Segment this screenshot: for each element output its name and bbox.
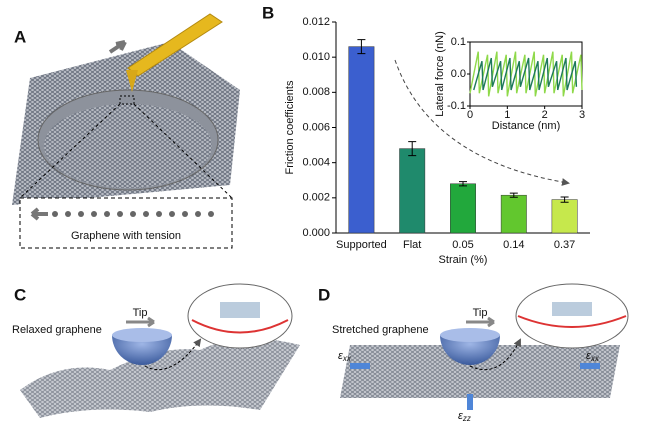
x-tick-label: Flat [403, 239, 421, 251]
x-tick-label: 2 [542, 109, 548, 121]
zoom-lines [19, 103, 233, 199]
panel-d: D Stretched graphene Tip εxx εxx εzz [318, 283, 629, 423]
error-bar [560, 196, 569, 203]
suspended-graphene [44, 104, 212, 188]
strain-label: εzz [458, 410, 471, 423]
y-tick-label: 0.010 [302, 51, 330, 63]
panel-c: C Relaxed graphene Tip [12, 283, 300, 418]
y-tick-label: 0.008 [302, 86, 330, 98]
x-axis-label: Strain (%) [439, 254, 488, 266]
tip [112, 335, 172, 365]
y-axis-label: Lateral force (nN) [434, 31, 446, 117]
zoom-box [119, 95, 135, 105]
x-axis-label: Distance (nm) [492, 120, 560, 132]
tip-arrow [466, 316, 495, 328]
trend-arrow [394, 59, 570, 186]
caption: Stretched graphene [332, 324, 429, 336]
y-tick-label: 0.006 [302, 121, 330, 133]
strain-label: εxx [338, 350, 352, 363]
graphene-sheet [340, 345, 620, 398]
panel-label: B [262, 3, 274, 22]
caption: Relaxed graphene [12, 324, 102, 336]
inset-box [19, 197, 233, 249]
y-tick-label: 0.1 [451, 36, 466, 48]
error-bar [509, 192, 518, 198]
tip-label: Tip [133, 307, 148, 319]
x-tick-label: 0.37 [554, 239, 575, 251]
line [473, 57, 578, 91]
bar [399, 148, 426, 234]
zoom-arrow [144, 338, 202, 371]
panel-label: D [318, 285, 330, 304]
tension-arrow [30, 207, 48, 221]
tip-atoms [220, 302, 260, 318]
x-tick-label: 0.14 [503, 239, 524, 251]
tip-top [112, 328, 172, 342]
strain-label: εxx [586, 350, 600, 363]
bar [551, 199, 578, 234]
x-tick-label: 0.05 [452, 239, 473, 251]
tip [440, 335, 500, 365]
x-tick-label: 0 [467, 109, 473, 121]
line [469, 51, 583, 97]
error-bar [408, 141, 417, 157]
bar [450, 183, 476, 234]
caption: Graphene with tension [71, 230, 181, 242]
atom-chain [52, 211, 214, 217]
x-tick-label: 1 [504, 109, 510, 121]
y-axis-label: Friction coefficients [284, 80, 296, 174]
x-tick-label: 3 [579, 109, 585, 121]
zoom-arrow [469, 338, 521, 371]
tip-arrow [126, 316, 155, 328]
tip-label: Tip [473, 307, 488, 319]
y-tick-label: 0.012 [302, 16, 330, 28]
tip-top [440, 328, 500, 342]
tip-atoms [552, 302, 592, 316]
strain-profile [191, 319, 289, 334]
bar [500, 194, 527, 234]
error-bar [357, 39, 366, 55]
y-tick-label: 0.000 [302, 227, 330, 239]
y-tick-label: -0.1 [447, 100, 466, 112]
x-tick-label: Supported [336, 239, 387, 251]
scan-arrow [108, 40, 127, 54]
bar [348, 46, 375, 234]
y-tick-label: 0.004 [302, 157, 330, 169]
error-bar [459, 181, 467, 187]
strain-profile [517, 315, 627, 328]
panel-label: C [14, 285, 26, 304]
tip [126, 70, 138, 92]
panel-a: A Graphene with tension [12, 13, 240, 249]
panel-label: A [14, 27, 26, 46]
y-tick-label: 0.002 [302, 192, 330, 204]
y-tick-label: 0.0 [451, 68, 466, 80]
graphene-sheet [20, 338, 300, 418]
